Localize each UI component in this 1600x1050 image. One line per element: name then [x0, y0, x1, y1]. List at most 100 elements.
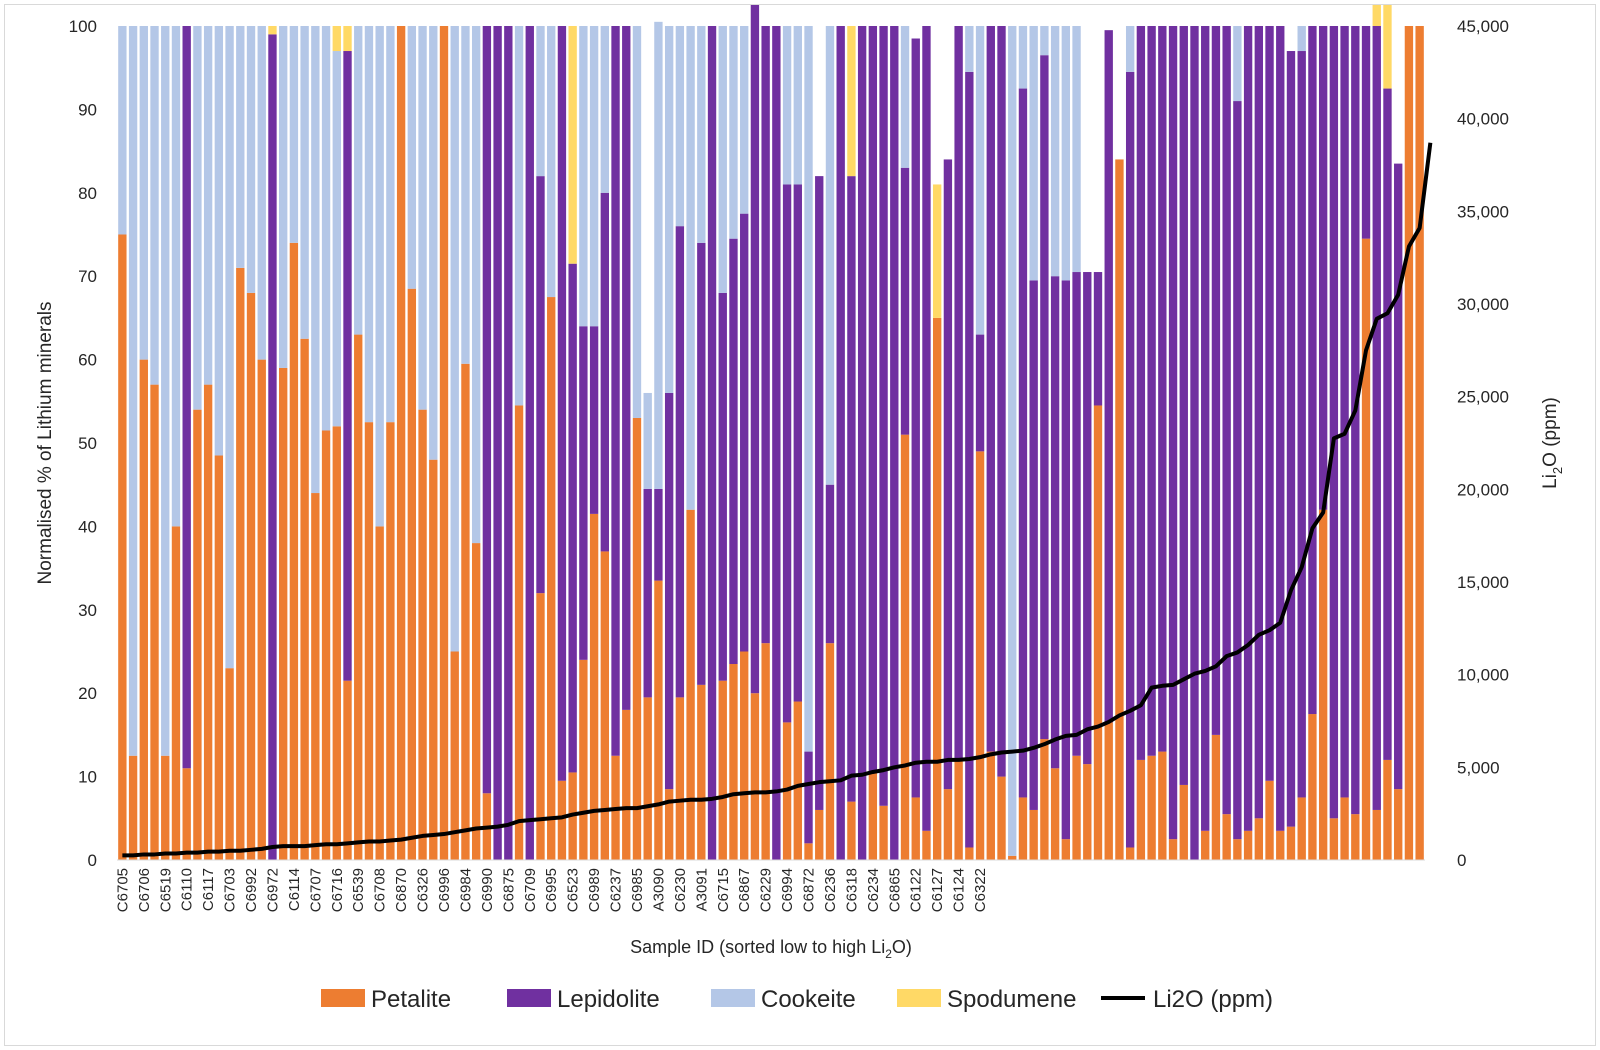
- x-tick-label: C6229: [758, 868, 775, 912]
- bar-petalite-segment: [997, 776, 1006, 860]
- bar-petalite-segment: [965, 847, 974, 860]
- x-tick-label: C6127: [929, 868, 946, 912]
- bar-cookeite-segment: [461, 26, 470, 364]
- bar-petalite-segment: [1040, 739, 1049, 860]
- bar-cookeite-segment: [203, 26, 213, 385]
- bar-petalite-segment: [804, 843, 813, 860]
- bar-lepidolite-segment: [1318, 26, 1328, 510]
- bar-petalite-segment: [279, 367, 288, 860]
- bar-petalite-segment: [815, 809, 824, 860]
- bar-petalite-segment: [933, 317, 942, 860]
- bar-petalite-segment: [1329, 818, 1339, 860]
- bar-petalite-segment: [536, 593, 545, 860]
- bar-petalite-segment: [557, 780, 567, 860]
- x-tick-label: C6707: [307, 868, 324, 912]
- bar-cookeite-segment: [450, 26, 459, 652]
- bar-lepidolite-segment: [911, 38, 920, 798]
- bar-petalite-segment: [740, 651, 749, 860]
- bar-cookeite-segment: [471, 26, 481, 544]
- bar-petalite-segment: [718, 680, 727, 860]
- y-tick-label: 10: [78, 768, 97, 787]
- x-axis-title: Sample ID (sorted low to high Li2O): [630, 937, 912, 961]
- bar-lepidolite-segment: [525, 26, 534, 860]
- bar-lepidolite-segment: [643, 488, 652, 698]
- bar-spodumene-segment: [933, 184, 942, 318]
- bar-cookeite-segment: [386, 26, 395, 423]
- bar-lepidolite-segment: [1136, 26, 1146, 760]
- bar-petalite-segment: [182, 768, 191, 860]
- bar-petalite-segment: [1286, 826, 1296, 860]
- bar-cookeite-segment: [664, 26, 674, 393]
- legend-label-li2o-ppm: Li2O (ppm): [1153, 986, 1273, 1013]
- bar-petalite-segment: [622, 709, 631, 860]
- bar-cookeite-segment: [128, 26, 138, 756]
- bar-lepidolite-segment: [975, 334, 985, 452]
- bar-petalite-segment: [139, 359, 148, 860]
- bar-cookeite-segment: [632, 26, 642, 418]
- bar-lepidolite-segment: [611, 26, 620, 756]
- bar-lepidolite-segment: [1394, 163, 1403, 790]
- bar-lepidolite-segment: [504, 26, 513, 860]
- bar-petalite-segment: [439, 26, 449, 860]
- x-tick-label: C6122: [908, 868, 925, 912]
- bar-petalite-segment: [943, 789, 953, 860]
- bar-petalite-segment: [1018, 797, 1028, 860]
- li2o-line-series: [122, 142, 1433, 858]
- y-tick-label: 100: [69, 17, 97, 36]
- bar-cookeite-segment: [193, 26, 202, 410]
- bar-lepidolite-segment: [922, 26, 931, 831]
- x-tick-label: C6539: [350, 868, 367, 912]
- bar-lepidolite-segment: [825, 484, 835, 644]
- y-tick-label: 30: [78, 601, 97, 620]
- x-tick-label: C6703: [222, 868, 239, 912]
- bar-petalite-segment: [1061, 839, 1071, 860]
- bar-petalite-segment: [1265, 780, 1274, 860]
- legend-label-lepidolite: Lepidolite: [557, 986, 660, 1013]
- bar-petalite-segment: [675, 697, 685, 860]
- bar-petalite-segment: [986, 751, 995, 860]
- bar-lepidolite-segment: [740, 213, 749, 652]
- bar-cookeite-segment: [1040, 26, 1049, 56]
- bar-lepidolite-segment: [1061, 280, 1071, 840]
- bar-cookeite-segment: [643, 392, 652, 489]
- bar-petalite-segment: [1340, 797, 1349, 860]
- y-tick-label: 0: [88, 851, 97, 870]
- bar-petalite-segment: [954, 759, 963, 860]
- bar-petalite-segment: [1104, 722, 1113, 860]
- y-tick-label: 40: [78, 517, 97, 536]
- bar-cookeite-segment: [965, 26, 974, 72]
- bar-petalite-segment: [1083, 764, 1092, 860]
- bar-cookeite-segment: [729, 26, 738, 239]
- bar-petalite-segment: [118, 234, 127, 860]
- bar-lepidolite-segment: [589, 326, 599, 514]
- bar-cookeite-segment: [654, 21, 663, 489]
- bar-cookeite-segment: [300, 26, 309, 339]
- bar-cookeite-segment: [1125, 26, 1135, 72]
- legend-label-petalite: Petalite: [371, 986, 451, 1013]
- bar-petalite-segment: [193, 409, 202, 860]
- legend: Petalite Lepidolite Cookeite Spodumene Li2O …: [321, 986, 1273, 1013]
- bar-lepidolite-segment: [343, 51, 352, 681]
- bar-petalite-segment: [386, 422, 395, 860]
- x-tick-label: C6709: [522, 868, 539, 912]
- chart-frame: 0 10 20 30 40 50 60 70 80 90 100 0 5,000 10,000 15,00…: [4, 0, 1596, 1046]
- bar-spodumene-segment: [1383, 0, 1392, 89]
- bar-petalite-segment: [236, 267, 245, 860]
- x-tick-label: C6237: [608, 868, 625, 912]
- bar-petalite-segment: [1029, 809, 1038, 860]
- y2-axis-ticks: 0 5,000 10,000 15,000 20,000 25,000 30,000 35,0…: [1457, 17, 1509, 870]
- bar-petalite-segment: [450, 651, 459, 860]
- y-tick-label: 90: [78, 100, 97, 119]
- bar-petalite-segment: [664, 789, 674, 860]
- legend-swatch-cookeite: [711, 989, 755, 1007]
- bar-lepidolite-segment: [1029, 280, 1038, 810]
- x-tick-label: C6110: [179, 868, 196, 911]
- bar-lepidolite-segment: [900, 167, 910, 435]
- bar-lepidolite-segment: [761, 26, 770, 644]
- x-tick-label: A3091: [693, 868, 710, 911]
- bar-cookeite-segment: [1061, 26, 1071, 281]
- bar-petalite-segment: [1147, 755, 1156, 860]
- bar-petalite-segment: [1351, 814, 1360, 860]
- bar-petalite-segment: [1136, 759, 1146, 860]
- bar-lepidolite-segment: [1072, 272, 1081, 756]
